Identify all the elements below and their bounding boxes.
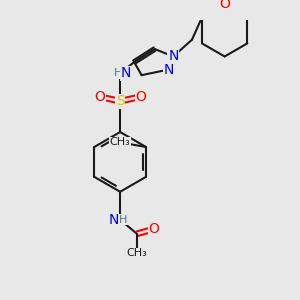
Text: H: H [119, 215, 127, 225]
Text: O: O [219, 0, 230, 11]
Text: H: H [114, 68, 122, 78]
Text: S: S [116, 94, 124, 108]
Text: O: O [94, 90, 105, 104]
Text: O: O [135, 90, 146, 104]
Text: O: O [148, 222, 159, 236]
Text: N: N [168, 50, 178, 64]
Text: CH₃: CH₃ [110, 137, 130, 147]
Text: N: N [121, 66, 131, 80]
Text: CH₃: CH₃ [127, 248, 147, 258]
Text: N: N [108, 213, 119, 227]
Text: N: N [164, 62, 174, 76]
